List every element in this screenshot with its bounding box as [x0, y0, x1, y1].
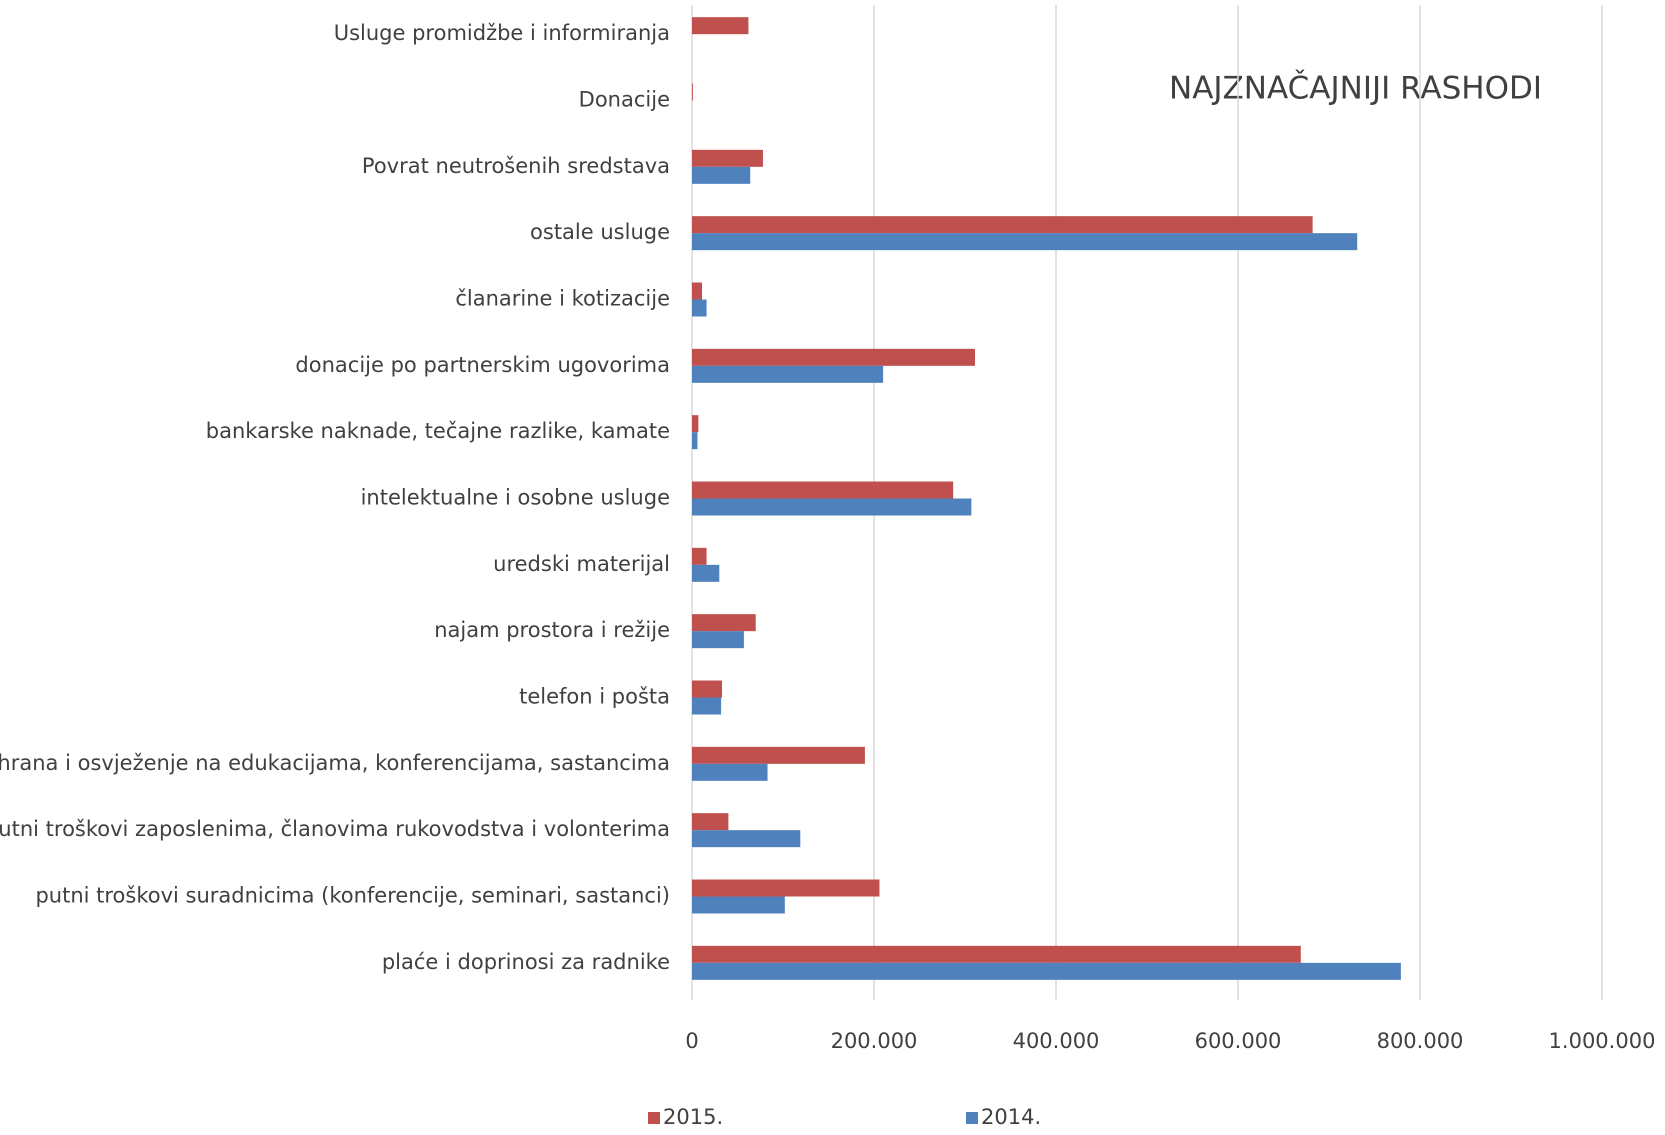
bar: [692, 498, 972, 516]
x-tick-label: 600.000: [1195, 1029, 1282, 1053]
bar: [692, 962, 1401, 980]
bar: [692, 348, 976, 366]
bar: [692, 945, 1301, 963]
bar: [692, 233, 1358, 251]
x-tick-label: 400.000: [1013, 1029, 1100, 1053]
y-tick-label: članarine i kotizacije: [455, 287, 670, 311]
y-tick-label: intelektualne i osobne usluge: [361, 486, 670, 510]
bar: [692, 415, 699, 433]
y-tick-label: hrana i osvježenje na edukacijama, konfe…: [0, 751, 670, 775]
bar: [692, 282, 703, 300]
bar: [692, 166, 751, 184]
x-tick-label: 0: [685, 1029, 698, 1053]
bar: [692, 547, 707, 565]
bar: [692, 564, 720, 582]
bar: [692, 896, 785, 914]
y-tick-label: Povrat neutrošenih sredstava: [362, 154, 670, 178]
y-tick-label: telefon i pošta: [519, 685, 670, 709]
y-tick-label: ostale usluge: [530, 220, 670, 244]
bar: [692, 746, 865, 764]
x-tick-label: 1.000.000: [1549, 1029, 1656, 1053]
legend-swatch: [648, 1112, 660, 1124]
bar: [692, 631, 744, 649]
bar: [692, 879, 880, 897]
x-tick-label: 800.000: [1377, 1029, 1464, 1053]
y-tick-label: putni troškovi zaposlenima, članovima ru…: [0, 817, 670, 841]
y-tick-label: uredski materijal: [493, 552, 670, 576]
bar: [692, 17, 749, 35]
bar: [692, 216, 1313, 234]
y-tick-label: plaće i doprinosi za radnike: [382, 950, 670, 974]
y-tick-label: donacije po partnerskim ugovorima: [295, 353, 670, 377]
bar: [692, 680, 723, 698]
bar: [692, 830, 801, 848]
bar: [692, 149, 763, 167]
bar: [692, 83, 693, 101]
y-tick-label: putni troškovi suradnicima (konferencije…: [35, 884, 670, 908]
y-tick-label: najam prostora i režije: [434, 618, 670, 642]
bar: [692, 763, 768, 781]
bar: [692, 813, 729, 831]
bar: [692, 299, 707, 317]
y-tick-label: Usluge promidžbe i informiranja: [334, 21, 670, 45]
y-tick-label: bankarske naknade, tečajne razlike, kama…: [206, 419, 670, 443]
bar: [692, 481, 954, 499]
legend-label: 2015.: [663, 1105, 723, 1129]
bar: [692, 365, 884, 383]
x-tick-label: 200.000: [831, 1029, 918, 1053]
legend-label: 2014.: [981, 1105, 1041, 1129]
legend-swatch: [966, 1112, 978, 1124]
bar: [692, 614, 756, 632]
chart-title: NAJZNAČAJNIJI RASHODI: [1169, 70, 1542, 107]
y-tick-label: Donacije: [579, 88, 670, 112]
bar: [692, 432, 698, 450]
bar: [692, 697, 722, 715]
